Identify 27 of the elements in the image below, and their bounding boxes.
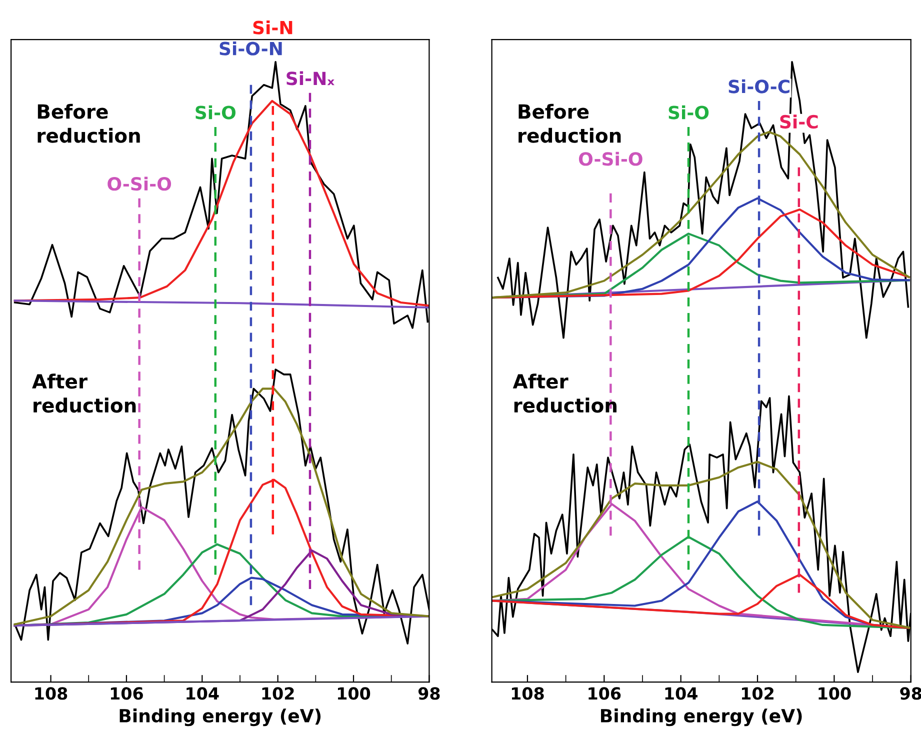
x-tick-label: 102 — [262, 687, 294, 700]
x-axis-title: Binding energy (eV) — [120, 708, 321, 726]
text: Si-N — [253, 20, 292, 34]
series-label: Si-O — [196, 105, 236, 120]
series-label: O-Si-O — [108, 176, 172, 191]
x-tick-label: 100 — [338, 687, 370, 700]
x-tick-label: 98 — [900, 687, 921, 700]
annotation: Before reduction — [38, 104, 140, 143]
annotation: Before reduction — [518, 104, 621, 143]
series-label: Si-O-C — [728, 79, 790, 94]
x-tick-label: 106 — [588, 687, 621, 700]
annotation: After reduction — [512, 374, 616, 413]
x-tick-label: 104 — [186, 687, 219, 700]
text: Si-O-N — [220, 41, 282, 56]
x-tick-label: 108 — [512, 687, 544, 700]
x-tick-label: 106 — [110, 687, 143, 700]
x-tick-label: 100 — [818, 687, 851, 700]
x-tick-label: 104 — [665, 687, 698, 700]
x-axis-title: Binding energy (eV) — [601, 708, 802, 726]
series-label: Si-Nₓ — [286, 71, 334, 86]
series-label: Si-O — [668, 105, 709, 120]
x-tick-label: 102 — [742, 687, 774, 700]
text: Si-C — [780, 114, 818, 129]
series-label: O-Si-O — [578, 152, 642, 166]
annotation: After reduction — [32, 374, 136, 413]
x-tick-label: 98 — [418, 687, 440, 700]
x-tick-label: 108 — [35, 687, 68, 700]
